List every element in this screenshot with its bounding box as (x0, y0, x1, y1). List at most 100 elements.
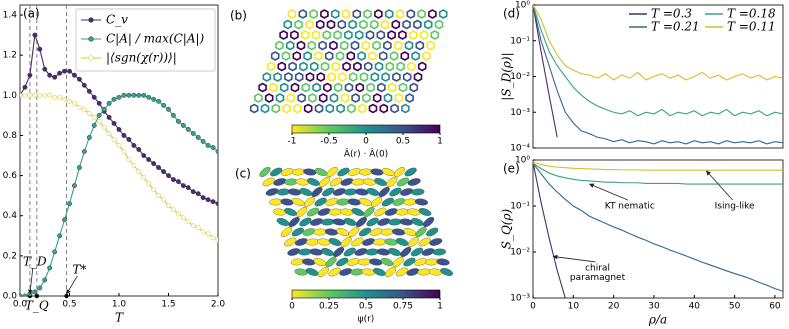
lattice-site (285, 40, 295, 51)
lattice-site (357, 103, 367, 114)
data-point (27, 72, 33, 78)
lattice-site (393, 40, 403, 51)
lattice-site (307, 178, 320, 186)
lattice-site (394, 93, 404, 103)
data-point (121, 132, 127, 138)
y-tick-label: 10⁻² (510, 248, 530, 258)
lattice-site (347, 103, 356, 114)
lattice-site (359, 198, 372, 206)
lattice-site (396, 61, 405, 72)
lattice-site (393, 167, 405, 177)
data-point (57, 233, 63, 239)
lattice-site (418, 208, 432, 216)
lattice-site (303, 168, 317, 176)
x-tick-label: 0.0 (13, 300, 28, 310)
data-point (116, 143, 122, 148)
lattice-site (358, 227, 372, 237)
series-line (533, 5, 783, 81)
lattice-site (422, 51, 431, 61)
data-point (96, 112, 102, 118)
data-point (121, 149, 127, 154)
series-group (533, 161, 783, 298)
panel-label: (a) (23, 7, 40, 21)
lattice-site (312, 82, 321, 93)
lattice-site (283, 19, 293, 30)
data-point (190, 223, 196, 229)
y-tick-label: 1.0 (3, 91, 18, 101)
annotation-arrow (28, 267, 34, 295)
plot-frame (532, 159, 784, 299)
data-point (57, 70, 63, 76)
lattice-site (426, 227, 439, 237)
panel-label: (d) (503, 7, 520, 21)
annotation-arrow (552, 254, 596, 263)
annotation-arrow (706, 170, 733, 201)
lattice-site (355, 188, 369, 196)
lattice-site (286, 93, 296, 103)
lattice-site (376, 30, 386, 40)
lattice-site (259, 167, 271, 177)
lattice-site (383, 93, 393, 103)
panel-label: (e) (503, 162, 520, 176)
lattice-site (417, 61, 427, 72)
lattice-site (392, 72, 401, 82)
lattice-site (254, 93, 263, 103)
lattice-site (385, 267, 397, 277)
lattice-site (291, 198, 305, 206)
lattice-site (355, 217, 367, 227)
lattice-site (395, 267, 408, 277)
data-point (151, 161, 157, 166)
lattice-site (324, 51, 334, 61)
data-point (180, 122, 186, 128)
annotation: chiral (585, 263, 610, 273)
lattice-site (373, 268, 386, 276)
lattice-site (380, 258, 394, 266)
lattice-site (284, 72, 293, 82)
y-tick-label: 0.0 (3, 292, 18, 302)
x-tick-label: 60 (769, 302, 781, 312)
legend-label: T =0.18 (727, 7, 776, 21)
lattice-site (383, 40, 392, 51)
lattice-site (322, 187, 335, 197)
lattice-site (287, 188, 302, 196)
legend-label: T =0.21 (651, 20, 700, 34)
lattice-site (335, 51, 345, 61)
annotation: KT nematic (605, 202, 655, 212)
x-tick-label: 1.5 (161, 300, 175, 310)
lattice-site (281, 51, 291, 61)
data-point (151, 96, 157, 102)
lattice-site (436, 258, 450, 266)
data-point (205, 231, 211, 237)
data-point (136, 169, 142, 175)
y-tick-label: 1.4 (3, 11, 18, 21)
y-tick-label: 10⁰ (515, 1, 530, 11)
lattice-site (324, 228, 339, 236)
y-tick-label: 1.2 (3, 51, 17, 61)
lattice-site (385, 61, 395, 72)
data-point (81, 149, 87, 154)
lattice-site (339, 208, 354, 216)
data-point (195, 135, 201, 140)
lattice-site (407, 208, 421, 216)
lattice-site (320, 9, 329, 19)
lattice-site (275, 40, 284, 51)
data-point (180, 215, 186, 221)
legend-marker (88, 36, 94, 42)
y-tick-label: 0.8 (3, 131, 18, 141)
lattice-site (347, 198, 361, 206)
annotation: Ising-like (715, 202, 755, 212)
lattice-site (315, 19, 325, 30)
lattice-site (291, 227, 304, 237)
lattice-site (429, 238, 443, 246)
lattice-site (368, 103, 378, 114)
data-point (52, 94, 58, 100)
data-point (52, 249, 58, 255)
lattice-site (428, 268, 443, 276)
data-point (20, 92, 23, 98)
data-point (131, 92, 137, 98)
y-tick-label: 10⁻¹ (510, 36, 530, 46)
lattice-site (323, 82, 332, 93)
lattice-site (296, 40, 306, 51)
